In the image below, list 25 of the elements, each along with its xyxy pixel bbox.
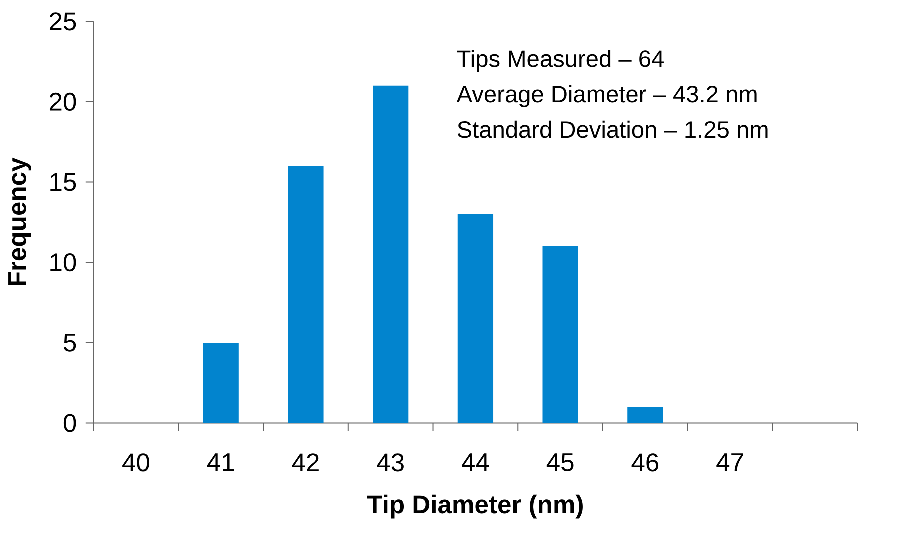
y-tick-label: 10 xyxy=(50,253,76,272)
bar xyxy=(458,214,494,424)
bar xyxy=(628,407,664,424)
y-axis-title: Frequency xyxy=(8,158,32,286)
bar xyxy=(203,342,239,424)
bar xyxy=(288,166,324,424)
x-tick-label: 43 xyxy=(377,453,404,472)
y-tick-label: 25 xyxy=(50,12,76,31)
x-tick-label: 46 xyxy=(632,453,659,472)
x-tick-label: 41 xyxy=(207,453,234,472)
x-tick-label: 42 xyxy=(292,453,319,472)
annotation: Tips Measured – 64 xyxy=(457,50,664,72)
y-tick-label: 15 xyxy=(50,173,76,192)
x-tick-label: 45 xyxy=(546,453,574,472)
x-tick-label: 44 xyxy=(462,453,490,472)
annotation: Average Diameter – 43.2 nm xyxy=(456,85,757,108)
annotation: Standard Deviation – 1.25 nm xyxy=(458,120,768,138)
x-axis-title: Tip Diameter (nm) xyxy=(367,494,583,519)
bar xyxy=(373,86,409,424)
bar xyxy=(542,246,578,424)
y-tick-label: 5 xyxy=(64,334,76,352)
y-tick-label: 0 xyxy=(64,414,76,432)
y-tick-label: 20 xyxy=(50,92,76,111)
x-tick-label: 40 xyxy=(122,453,150,472)
x-tick-label: 47 xyxy=(716,453,744,472)
